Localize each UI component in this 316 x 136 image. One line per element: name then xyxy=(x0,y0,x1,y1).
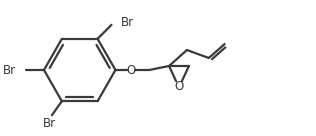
Text: Br: Br xyxy=(43,117,57,130)
Text: O: O xyxy=(174,80,184,92)
Text: Br: Br xyxy=(3,64,16,76)
Text: O: O xyxy=(127,64,136,76)
Text: Br: Br xyxy=(120,16,134,29)
